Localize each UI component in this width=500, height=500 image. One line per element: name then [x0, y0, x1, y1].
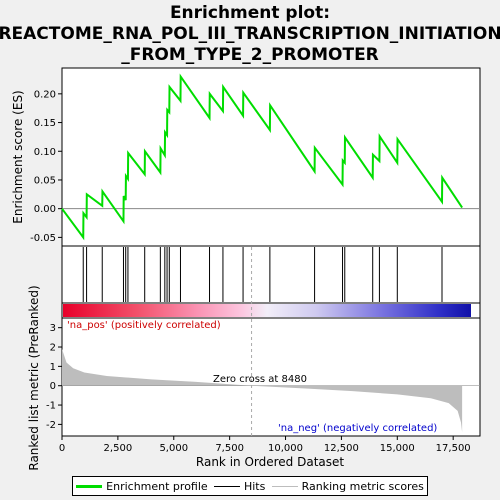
es-tick-label: 0.15: [34, 118, 56, 129]
metric-area: [62, 348, 463, 433]
metric-tick-label: 3: [50, 323, 56, 334]
neg-annotation: 'na_neg' (negatively correlated): [278, 423, 437, 434]
x-axis: 0 2,500 5,000 7,500 10,000 12,500 15,000 17,500: [59, 436, 471, 454]
enrichment-profile: [61, 73, 463, 241]
x-tick-label: 15,000: [380, 443, 415, 454]
metric-y-axis-label: Ranked list metric (PreRanked): [27, 285, 41, 470]
title: Enrichment plot: REACTOME_RNA_POL_III_TR…: [0, 3, 500, 65]
es-panel: [61, 67, 481, 247]
hit-markers: [82, 247, 443, 302]
legend: Enrichment profile Hits Ranking metric s…: [72, 476, 428, 496]
x-tick-label: 0: [59, 443, 65, 454]
metric-y-axis: -2 -1 0 1 2 3: [46, 323, 62, 431]
hits-panel: [61, 245, 481, 304]
legend-swatch-ranking-metric: [271, 485, 298, 487]
ranking-metric-scores: [62, 247, 480, 436]
metric-tick-label: 0: [50, 381, 56, 392]
title-line-3: _FROM_TYPE_2_PROMOTER: [121, 45, 379, 65]
es-tick-label: 0.05: [34, 175, 56, 186]
title-line-1: Enrichment plot:: [170, 3, 330, 23]
x-tick-label: 2,500: [104, 443, 133, 454]
rank-color-bar: [63, 304, 471, 317]
es-profile-line: [61, 73, 463, 241]
x-tick-label: 17,500: [436, 443, 471, 454]
metric-tick-label: -2: [46, 420, 56, 431]
legend-item-ranking-metric: Ranking metric scores: [271, 479, 424, 493]
zero-cross-annotation: Zero cross at 8480: [213, 374, 307, 385]
es-y-axis: -0.05 0.00 0.05 0.10 0.15 0.20: [30, 89, 62, 244]
es-tick-label: 0.00: [34, 204, 56, 215]
es-y-axis-label: Enrichment score (ES): [11, 90, 25, 223]
pos-annotation: 'na_pos' (positively correlated): [67, 320, 221, 331]
es-tick-label: 0.20: [34, 89, 56, 100]
x-tick-label: 5,000: [159, 443, 188, 454]
metric-panel: [61, 317, 481, 437]
legend-item-enrichment-profile: Enrichment profile: [76, 480, 208, 493]
legend-label: Enrichment profile: [106, 479, 208, 493]
metric-tick-label: 1: [50, 362, 56, 373]
es-tick-label: -0.05: [30, 233, 56, 244]
title-line-2: REACTOME_RNA_POL_III_TRANSCRIPTION_INITI…: [0, 24, 500, 44]
legend-item-hits: Hits: [213, 479, 266, 493]
legend-label: Hits: [243, 479, 266, 493]
legend-swatch-enrichment-profile: [76, 484, 103, 488]
x-tick-label: 12,500: [324, 443, 359, 454]
x-axis-label: Rank in Ordered Dataset: [196, 455, 344, 469]
metric-tick-label: 2: [50, 343, 56, 354]
metric-tick-label: -1: [46, 401, 56, 412]
legend-swatch-hits: [213, 485, 240, 487]
legend-label: Ranking metric scores: [301, 479, 424, 493]
x-tick-label: 7,500: [215, 443, 244, 454]
x-tick-label: 10,000: [268, 443, 303, 454]
es-tick-label: 0.10: [34, 147, 56, 158]
